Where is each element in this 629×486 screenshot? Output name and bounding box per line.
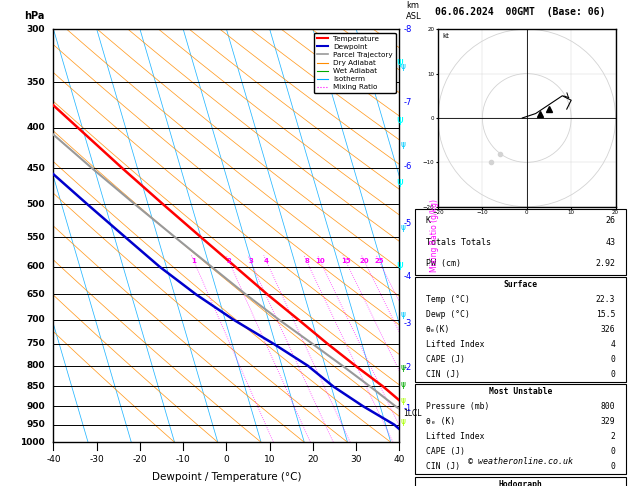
Text: 1: 1 [191, 258, 196, 264]
Text: 800: 800 [26, 361, 45, 370]
Text: 4: 4 [610, 340, 615, 349]
Text: 329: 329 [601, 417, 615, 426]
Text: Surface: Surface [503, 280, 538, 289]
Text: 0: 0 [610, 355, 615, 364]
Text: CIN (J): CIN (J) [426, 462, 460, 471]
Text: 2: 2 [226, 258, 231, 264]
Text: ψ: ψ [401, 62, 406, 71]
Text: CIN (J): CIN (J) [426, 370, 460, 379]
Text: -10: -10 [176, 455, 191, 464]
Text: -40: -40 [46, 455, 61, 464]
Text: 15: 15 [341, 258, 350, 264]
Text: 0: 0 [610, 370, 615, 379]
Text: θₑ (K): θₑ (K) [426, 417, 455, 426]
Text: 0: 0 [610, 447, 615, 456]
Text: © weatheronline.co.uk: © weatheronline.co.uk [468, 457, 573, 466]
Text: 3: 3 [248, 258, 253, 264]
Text: -1: -1 [404, 404, 412, 413]
Text: -4: -4 [404, 272, 412, 280]
Text: 400: 400 [26, 123, 45, 132]
Text: 450: 450 [26, 164, 45, 173]
Text: ψ: ψ [401, 380, 406, 389]
Text: 900: 900 [26, 401, 45, 411]
Text: 800: 800 [601, 402, 615, 411]
Text: Pressure (mb): Pressure (mb) [426, 402, 489, 411]
Text: Mixing Ratio (g/kg): Mixing Ratio (g/kg) [430, 199, 438, 272]
Text: 0: 0 [610, 462, 615, 471]
Text: 4: 4 [264, 258, 269, 264]
Text: Most Unstable: Most Unstable [489, 387, 552, 396]
Text: 1000: 1000 [20, 438, 45, 447]
Text: 350: 350 [26, 78, 45, 87]
Text: ψ: ψ [396, 115, 403, 125]
Text: Lifted Index: Lifted Index [426, 432, 484, 441]
Text: 650: 650 [26, 290, 45, 299]
Text: 750: 750 [26, 339, 45, 348]
Text: 8: 8 [304, 258, 309, 264]
Text: ψ: ψ [396, 260, 403, 270]
Text: Lifted Index: Lifted Index [426, 340, 484, 349]
Text: ψ: ψ [401, 417, 406, 426]
Text: K: K [426, 216, 431, 225]
Text: 300: 300 [26, 25, 45, 34]
Text: 2.92: 2.92 [595, 260, 615, 268]
Text: 20: 20 [307, 455, 319, 464]
Text: ψ: ψ [396, 177, 403, 187]
Text: ψ: ψ [396, 57, 403, 67]
Text: 25: 25 [374, 258, 384, 264]
Text: -8: -8 [404, 25, 412, 34]
Text: 20: 20 [360, 258, 369, 264]
Text: 40: 40 [394, 455, 405, 464]
Text: -5: -5 [404, 219, 412, 228]
Text: 950: 950 [26, 420, 45, 429]
Text: -20: -20 [133, 455, 147, 464]
Text: 06.06.2024  00GMT  (Base: 06): 06.06.2024 00GMT (Base: 06) [435, 7, 606, 17]
Text: ψ: ψ [401, 364, 406, 372]
Text: 2: 2 [610, 432, 615, 441]
Text: Temp (°C): Temp (°C) [426, 295, 470, 304]
Text: CAPE (J): CAPE (J) [426, 447, 465, 456]
Text: km
ASL: km ASL [406, 1, 422, 21]
Text: Hodograph: Hodograph [499, 480, 542, 486]
Text: ψ: ψ [401, 223, 406, 232]
Legend: Temperature, Dewpoint, Parcel Trajectory, Dry Adiabat, Wet Adiabat, Isotherm, Mi: Temperature, Dewpoint, Parcel Trajectory… [314, 33, 396, 93]
Text: 326: 326 [601, 325, 615, 334]
Text: 550: 550 [26, 233, 45, 242]
Text: 22.3: 22.3 [596, 295, 615, 304]
Text: Totals Totals: Totals Totals [426, 238, 491, 246]
Text: -3: -3 [404, 319, 412, 328]
Text: ψ: ψ [401, 140, 406, 149]
Text: 26: 26 [605, 216, 615, 225]
Text: CAPE (J): CAPE (J) [426, 355, 465, 364]
Text: 30: 30 [350, 455, 362, 464]
Text: 500: 500 [26, 200, 45, 209]
Text: 600: 600 [26, 262, 45, 272]
Text: Dewpoint / Temperature (°C): Dewpoint / Temperature (°C) [152, 472, 301, 482]
Text: -6: -6 [404, 162, 412, 171]
Text: ψ: ψ [401, 310, 406, 319]
Text: 850: 850 [26, 382, 45, 391]
Text: PW (cm): PW (cm) [426, 260, 460, 268]
Text: 1LCL: 1LCL [404, 409, 422, 418]
Text: 43: 43 [605, 238, 615, 246]
Text: 15.5: 15.5 [596, 310, 615, 319]
Text: 0: 0 [223, 455, 230, 464]
Text: Dewp (°C): Dewp (°C) [426, 310, 470, 319]
Text: θₑ(K): θₑ(K) [426, 325, 450, 334]
Text: ψ: ψ [401, 397, 406, 405]
Text: 10: 10 [264, 455, 276, 464]
Text: -7: -7 [404, 98, 412, 106]
Text: -30: -30 [89, 455, 104, 464]
Text: 700: 700 [26, 315, 45, 324]
Text: hPa: hPa [25, 11, 45, 21]
Text: kt: kt [442, 33, 449, 39]
Text: -2: -2 [404, 364, 412, 372]
Text: 10: 10 [316, 258, 325, 264]
